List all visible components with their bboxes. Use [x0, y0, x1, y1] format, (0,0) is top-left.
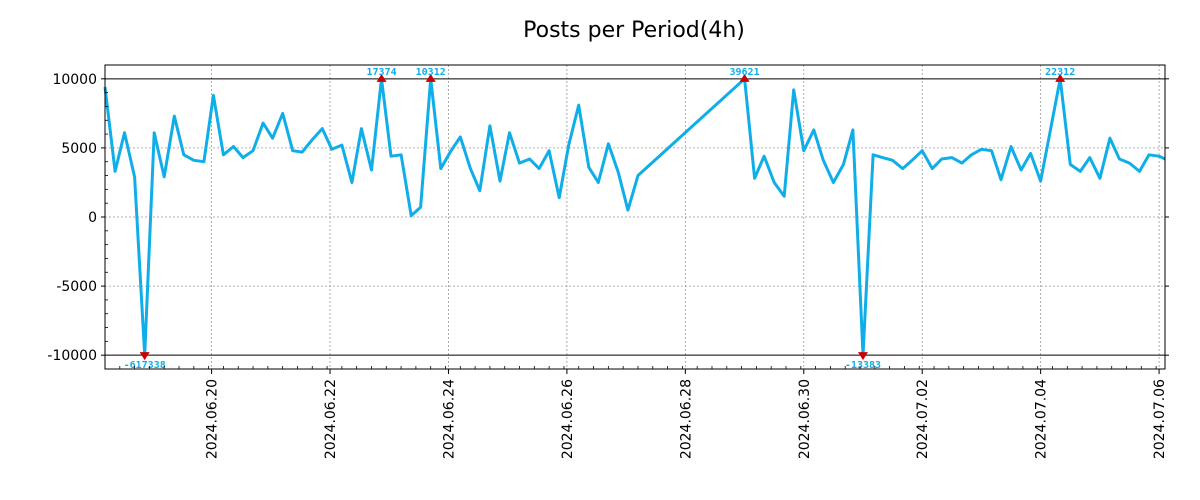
x-tick-label: 2024.07.04 [1034, 379, 1050, 459]
y-tick-label: 0 [88, 210, 97, 226]
grid [105, 65, 1165, 369]
peak-marker [425, 73, 436, 82]
x-tick-label: 2024.06.24 [441, 379, 457, 459]
x-tick-label: 2024.07.02 [915, 379, 931, 459]
y-tick-label: -10000 [47, 348, 97, 364]
x-tick-label: 2024.06.20 [205, 379, 221, 459]
annotations: -617338 17374 10312 39621 -13383 22312 [124, 67, 1076, 371]
reference-lines [105, 78, 1165, 356]
x-tick-label: 2024.06.26 [560, 379, 576, 459]
trough-marker [139, 352, 150, 361]
peak-label: 39621 [729, 67, 759, 78]
series-line [103, 77, 1166, 357]
peak-label: 10312 [416, 67, 446, 78]
trough-label: -13383 [845, 360, 881, 371]
y-tick-label: 10000 [52, 72, 97, 88]
series-layer [103, 77, 1166, 357]
chart-title: Posts per Period(4h) [523, 18, 745, 43]
peak-label: 22312 [1045, 67, 1075, 78]
peak-marker [739, 73, 750, 82]
y-tick-label: 5000 [61, 141, 97, 157]
peak-label: 17374 [366, 67, 396, 78]
x-tick-label: 2024.06.30 [797, 379, 813, 459]
peak-marker [1055, 73, 1066, 82]
trough-label: -617338 [124, 360, 166, 371]
peak-marker [376, 73, 387, 82]
x-tick-label: 2024.07.06 [1152, 379, 1168, 459]
axes: 10000 5000 0 -5000 -10000 2024.06.20 2024.06.2… [47, 64, 1169, 459]
x-tick-label: 2024.06.28 [678, 379, 694, 459]
y-tick-label: -5000 [56, 279, 97, 295]
x-tick-label: 2024.06.22 [323, 379, 339, 459]
trough-marker [857, 352, 868, 361]
